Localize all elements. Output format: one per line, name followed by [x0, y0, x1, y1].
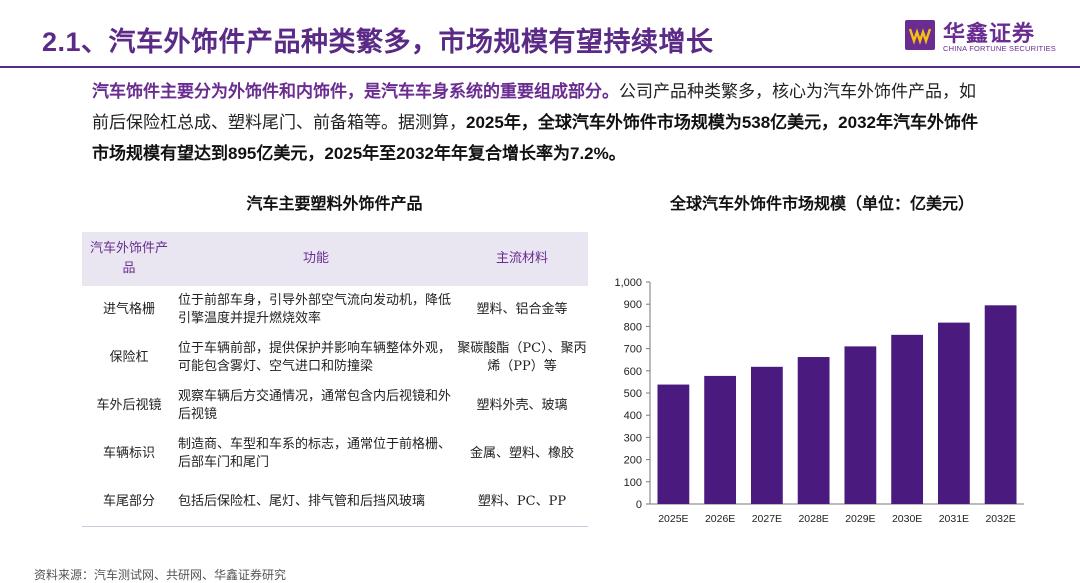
y-tick-label: 400 — [624, 410, 642, 422]
cell-material: 塑料外壳、玻璃 — [476, 398, 568, 413]
x-tick-label: 2025E — [658, 513, 688, 525]
y-tick-label: 800 — [624, 321, 642, 333]
y-tick-label: 300 — [624, 432, 642, 444]
y-tick-label: 600 — [624, 366, 642, 378]
chart-title: 全球汽车外饰件市场规模（单位：亿美元） — [669, 196, 974, 213]
header-product-label: 汽车外饰件产品 — [89, 241, 168, 276]
table-header-row: 汽车外饰件产品 功能 主流材料 — [82, 232, 588, 286]
cell-material: 金属、塑料、橡胶 — [469, 446, 574, 461]
header-product: 汽车外饰件产品 — [82, 232, 176, 286]
cell-function: 位于前部车身，引导外部空气流向发动机，降低引擎温度并提升燃烧效率 — [178, 293, 452, 326]
header-function: 功能 — [176, 232, 456, 286]
cell-material: 塑料、铝合金等 — [476, 302, 568, 317]
cell-product: 车辆标识 — [102, 446, 155, 461]
cell-product: 车外后视镜 — [96, 398, 162, 413]
table-row: 保险杠 位于车辆前部，提供保护并影响车辆整体外观，可能包含雾灯、空气进口和防撞梁… — [82, 334, 588, 382]
x-tick-label: 2031E — [939, 513, 969, 525]
logo-text: 华鑫证券 — [943, 21, 1036, 46]
bar — [984, 305, 1017, 504]
intro-text: 公司产品种类繁多，核心为汽车外饰件产品，如前后保险杠总成、塑料尾门、前备箱等。据… — [92, 82, 976, 132]
cell-product: 保险杠 — [109, 350, 149, 365]
intro-paragraph: 汽车饰件主要分为外饰件和内饰件，是汽车车身系统的重要组成部分。公司产品种类繁多，… — [92, 76, 992, 169]
table-title: 汽车主要塑料外饰件产品 — [246, 196, 423, 213]
brand-logo: 华鑫证券 CHINA FORTUNE SECURITIES — [905, 16, 1057, 60]
cell-material: 聚碳酸酯（PC）、聚丙烯（PP）等 — [457, 341, 587, 374]
cell-function: 包括后保险杠、尾灯、排气管和后挡风玻璃 — [176, 478, 456, 527]
table-row: 车外后视镜 观察车辆后方交通情况，通常包含内后视镜和外后视镜 塑料外壳、玻璃 — [82, 382, 588, 430]
y-tick-label: 200 — [624, 455, 642, 467]
x-tick-label: 2029E — [845, 513, 875, 525]
market-size-bar-chart: 0 100 200 300 400 500 600 700 800 900 1,000 2025E 20… — [614, 277, 1024, 525]
logo-subtext: CHINA FORTUNE SECURITIES — [943, 44, 1057, 53]
bar — [704, 375, 737, 504]
y-tick-label: 1,000 — [614, 277, 642, 289]
x-tick-label: 2032E — [985, 513, 1015, 525]
bar — [797, 357, 830, 504]
y-tick-label: 700 — [624, 344, 642, 356]
bar — [657, 384, 690, 504]
bar — [891, 334, 924, 504]
bar — [750, 366, 783, 504]
y-tick-label: 0 — [636, 499, 642, 511]
cell-material: 塑料、PC、PP — [456, 478, 588, 527]
header-material: 主流材料 — [456, 232, 588, 286]
bar — [844, 346, 877, 504]
logo-mark-icon — [905, 20, 935, 50]
cell-product: 进气格栅 — [102, 302, 155, 317]
table-row: 车辆标识 制造商、车型和车系的标志，通常位于前格栅、后部车门和尾门 金属、塑料、… — [82, 430, 588, 478]
x-tick-label: 2027E — [752, 513, 782, 525]
source-note: 资料来源：汽车测试网、共研网、华鑫证券研究 — [34, 568, 287, 582]
table-row: 车尾部分 包括后保险杠、尾灯、排气管和后挡风玻璃 塑料、PC、PP — [82, 478, 588, 527]
intro-bold: 2025年，全球汽车外饰件市场规模为538亿美元，2032年汽车外饰件市场规模有… — [92, 113, 978, 163]
bar — [937, 322, 970, 504]
cell-product: 车尾部分 — [82, 478, 176, 527]
cell-function: 观察车辆后方交通情况，通常包含内后视镜和外后视镜 — [178, 389, 452, 422]
table-row: 进气格栅 位于前部车身，引导外部空气流向发动机，降低引擎温度并提升燃烧效率 塑料… — [82, 286, 588, 334]
y-tick-label: 500 — [624, 388, 642, 400]
title-divider — [0, 66, 1080, 68]
cell-function: 位于车辆前部，提供保护并影响车辆整体外观，可能包含雾灯、空气进口和防撞梁 — [178, 341, 452, 374]
intro-highlight: 汽车饰件主要分为外饰件和内饰件，是汽车车身系统的重要组成部分。 — [92, 82, 619, 101]
x-tick-label: 2030E — [892, 513, 922, 525]
y-tick-label: 100 — [624, 477, 642, 489]
x-tick-label: 2026E — [705, 513, 735, 525]
page-title: 2.1、汽车外饰件产品种类繁多，市场规模有望持续增长 — [42, 27, 714, 57]
y-tick-label: 900 — [624, 299, 642, 311]
product-table: 汽车外饰件产品 功能 主流材料 进气格栅 位于前部车身，引导外部空气流向发动机，… — [82, 232, 588, 527]
cell-function: 制造商、车型和车系的标志，通常位于前格栅、后部车门和尾门 — [178, 437, 452, 470]
x-tick-label: 2028E — [798, 513, 828, 525]
